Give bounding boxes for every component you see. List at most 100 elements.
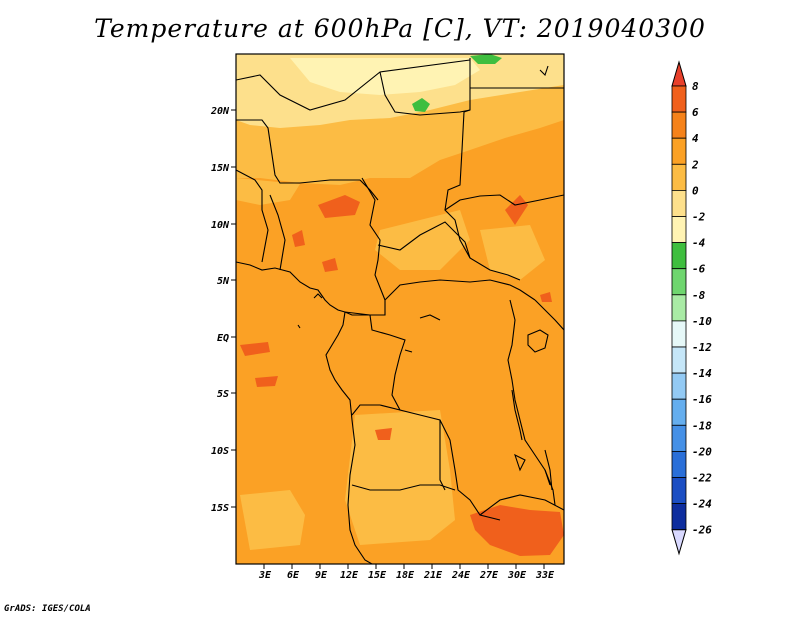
colorbar-segment [671,398,687,426]
colorbar-label: -2 [692,211,706,224]
colorbar-segment [671,216,687,244]
boundary-zambia-zimbabwe [479,494,564,516]
boundary-malawi [544,469,556,506]
field-4-to-6-spot-1 [292,230,305,247]
lake-mweru [514,453,526,472]
lat-ticks [231,109,236,508]
colorbar-labels: 8 6 4 2 0 -2 -4 -6 -8 -10 -12 -14 -16 -18 -20 -22 -24 -26 [691,80,712,537]
boundary-rift-west [507,299,551,486]
boundary-car-north [377,221,471,259]
boundary-gabon-congo-drc [344,311,501,521]
lon-label: 24E [451,570,471,581]
colorbar-label: -12 [692,341,712,354]
colorbar-label: -16 [692,393,712,406]
field-4-to-6-spot-3 [255,376,278,387]
colorbar-segment [671,503,687,531]
colorbar-segment [671,320,687,348]
boundary-sudan-south [444,194,564,211]
colorbar-segment [671,242,687,270]
lat-label: 5N [217,276,230,287]
boundary-angola-zambia [439,420,446,491]
lat-label: 10S [211,446,229,457]
colorbar-segment [671,268,687,296]
colorbar-segment [671,189,687,217]
colorbar-label: -20 [692,445,712,458]
field-0-to-2-angola [345,410,455,545]
coastline-west-southern-africa [325,311,373,564]
lon-tick-labels: 3E 6E 9E 12E 15E 18E 21E 24E 27E 30E 33E [258,570,555,581]
colorbar-label: -14 [692,367,712,380]
lon-label: 27E [479,570,499,581]
boundary-uganda-kenya [534,299,564,331]
colorbar-label: -24 [692,498,712,511]
field-0-to-2-westafrica [236,178,300,205]
field-4-to-6-sudan [505,195,528,225]
lon-label: 30E [507,570,527,581]
lat-label: EQ [217,333,229,344]
colorbar-segment [671,372,687,400]
field-minus4-to-minus2 [290,58,480,95]
lon-label: 15E [368,570,387,581]
boundary-west-africa-1 [236,169,269,263]
boundary-niger-chad-libya [379,71,471,116]
lon-label: 21E [423,570,443,581]
lat-label: 10N [211,220,230,231]
temperature-field [236,54,564,564]
field-4-to-6-nigeria [318,195,360,218]
lake-victoria [527,329,549,353]
boundary-west-africa-2 [269,194,286,271]
colorbar-bottom-arrow [671,529,687,556]
lon-ticks [263,564,545,569]
colorbar [671,60,687,556]
boundary-mali-niger-nigeria [236,119,379,201]
colorbar-label: 6 [692,106,699,119]
colorbar-segment [671,111,687,139]
boundary-nigeria-cameroon [344,177,386,316]
lake-malawi [544,449,553,491]
grads-credit: GrADS: IGES/COLA [4,604,91,614]
boundary-drc-angola [351,404,401,416]
field-4-to-6-spot-2 [322,258,338,272]
colorbar-label: -4 [692,237,706,250]
colorbar-label: -10 [692,315,712,328]
lat-label: 15S [211,503,229,514]
colorbar-segment [671,450,687,478]
chart-title: Temperature at 600hPa [C], VT: 201904030… [94,14,706,43]
country-boundaries [236,58,564,564]
coast-egypt [539,65,549,77]
lon-label: 6E [287,570,300,581]
river-congo-1 [419,314,441,321]
colorbar-label: 8 [692,80,699,93]
lon-label: 12E [340,570,359,581]
lon-label: 9E [315,570,328,581]
field-minus6-green-2 [412,98,430,112]
lon-label: 18E [396,570,415,581]
island-sao-tome [297,324,301,329]
colorbar-segment [671,85,687,113]
colorbar-segment [671,477,687,505]
field-4-to-6-gulf [240,342,270,356]
colorbar-label: -6 [692,263,706,276]
colorbar-label: 4 [692,132,699,145]
field-4-to-6-spot-4 [375,428,392,440]
lat-label: 20N [210,106,230,117]
colorbar-top-arrow [671,60,687,87]
lon-label: 33E [535,570,555,581]
lat-label: 15N [211,163,230,174]
lake-tanganyika [511,389,523,441]
colorbar-label: 0 [692,184,699,197]
field-minus6-green-1 [470,54,502,64]
field-0-to-2-sudan [480,225,545,280]
colorbar-label: -8 [692,289,706,302]
colorbar-label: -22 [692,472,712,485]
colorbar-label: 2 [691,158,699,171]
colorbar-segment [671,137,687,165]
lat-label: 5S [217,389,229,400]
field-0-to-2-centralafrica [375,210,470,270]
colorbar-segment [671,294,687,322]
colorbar-segment [671,346,687,374]
field-4-to-6-spot-5 [540,292,552,302]
field-4-to-6-mozambique [470,505,564,556]
lat-tick-labels: 20N 15N 10N 5N EQ 5S 10S 15S [210,106,230,514]
